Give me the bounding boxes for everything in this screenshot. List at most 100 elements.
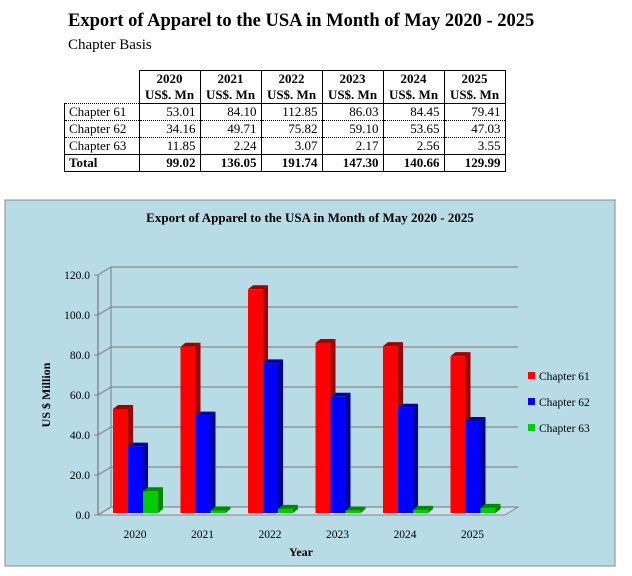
x-tick-label: 2023 [326, 529, 349, 541]
bar-chapter-62-2021 [195, 415, 211, 513]
x-tick-label: 2024 [394, 529, 417, 541]
bar-top [210, 506, 231, 511]
x-axis-label: Year [289, 545, 314, 559]
chart-background [4, 199, 616, 567]
column-year: 2022 [278, 71, 305, 86]
column-unit: US$. Mn [388, 87, 439, 102]
bar-top [195, 411, 216, 416]
y-tick-label: 40.0 [70, 430, 90, 442]
legend-label: Chapter 63 [539, 423, 590, 435]
gridline-diagonal [97, 346, 112, 356]
table-cell: 191.74 [260, 154, 323, 172]
column-header: 2025 US$. Mn [443, 70, 506, 104]
bar-top [398, 403, 418, 408]
column-year: 2024 [400, 71, 427, 86]
gridline-diagonal [97, 506, 112, 516]
bar-side [210, 411, 216, 513]
table-cell: 75.82 [260, 120, 323, 138]
column-year: 2021 [217, 71, 244, 86]
row-label: Chapter 61 [64, 103, 140, 121]
bar-top [248, 285, 268, 290]
bar-top [465, 416, 486, 421]
bar-chapter-63-2025 [480, 507, 496, 513]
legend-label: Chapter 62 [539, 397, 590, 409]
bar-chapter-61-2024 [383, 346, 398, 513]
bar-top [113, 404, 133, 409]
column-unit: US$. Mn [449, 87, 500, 102]
table-row: Chapter 61 53.01 84.10 112.85 86.03 84.45 79.4… [64, 103, 506, 121]
bar-chapter-62-2025 [465, 420, 481, 513]
chart-title: Export of Apparel to the USA in Month of… [146, 210, 474, 225]
column-year: 2025 [461, 71, 488, 86]
bar-top [330, 392, 351, 397]
bar-top [315, 338, 336, 343]
bar-top [128, 442, 148, 447]
bar-chapter-61-2021 [180, 346, 196, 513]
row-label: Chapter 63 [64, 137, 140, 155]
column-year: 2020 [156, 71, 183, 86]
legend-label: Chapter 61 [539, 371, 590, 383]
bar-chapter-63-2024 [413, 509, 428, 513]
bar-top [345, 506, 366, 511]
legend-swatch [528, 398, 535, 405]
column-header: 2021 US$. Mn [199, 70, 262, 104]
bar-side [480, 416, 486, 513]
gridline-diagonal [97, 426, 112, 436]
table-cell: 136.05 [199, 154, 262, 172]
x-tick-label: 2020 [124, 529, 147, 541]
gridline-diagonal [97, 386, 112, 396]
gridline-diagonal [97, 306, 112, 316]
bar-top [263, 359, 283, 364]
y-tick-label: 100.0 [64, 310, 90, 322]
bar-chapter-63-2023 [345, 510, 361, 513]
bar-top [383, 342, 403, 347]
y-axis-label: US $ Million [39, 362, 53, 427]
bar-side [293, 504, 298, 513]
bar-chapter-61-2025 [450, 356, 466, 513]
column-header: 2020 US$. Mn [138, 70, 201, 104]
legend-swatch [528, 372, 535, 379]
bar-chapter-63-2021 [210, 510, 226, 513]
bar-chapter-61-2022 [248, 289, 263, 513]
bar-chapter-63-2020 [143, 491, 158, 513]
table-cell: 53.01 [138, 103, 201, 121]
x-tick-label: 2022 [259, 529, 282, 541]
legend-swatch [528, 424, 535, 431]
bar-side [278, 359, 283, 513]
bar-side [495, 503, 501, 513]
table-row: Chapter 62 34.16 49.71 75.82 59.10 53.65 47.03 [64, 120, 506, 138]
column-header: 2024 US$. Mn [382, 70, 445, 104]
bar-top [180, 342, 201, 347]
y-tick-label: 60.0 [70, 390, 90, 402]
table-cell: 84.45 [382, 103, 445, 121]
page-subtitle: Chapter Basis [68, 37, 152, 53]
x-tick-label: 2021 [191, 529, 214, 541]
column-unit: US$. Mn [144, 87, 195, 102]
bar-side [345, 392, 351, 513]
bar-side [225, 506, 231, 513]
bar-chapter-62-2024 [398, 407, 413, 513]
table-cell: 147.30 [321, 154, 384, 172]
bar-top [143, 487, 163, 492]
bar-top [278, 504, 298, 509]
bar-chapter-62-2023 [330, 396, 346, 513]
table-cell: 140.66 [382, 154, 445, 172]
bar-top [413, 505, 433, 510]
bar-side [158, 487, 163, 513]
gridline-diagonal [97, 266, 112, 276]
bar-top [480, 503, 501, 508]
y-tick-label: 120.0 [64, 270, 90, 282]
table-cell: 129.99 [443, 154, 506, 172]
y-tick-label: 0.0 [76, 510, 91, 522]
column-year: 2023 [339, 71, 366, 86]
y-tick-label: 80.0 [70, 350, 90, 362]
bar-chapter-63-2022 [278, 508, 293, 513]
column-unit: US$. Mn [327, 87, 378, 102]
bar-chapter-61-2023 [315, 342, 331, 513]
page-title: Export of Apparel to the USA in Month of… [68, 11, 535, 31]
column-header: 2023 US$. Mn [321, 70, 384, 104]
bar-side [428, 505, 433, 513]
table-cell: 86.03 [321, 103, 384, 121]
column-header: 2022 US$. Mn [260, 70, 323, 104]
